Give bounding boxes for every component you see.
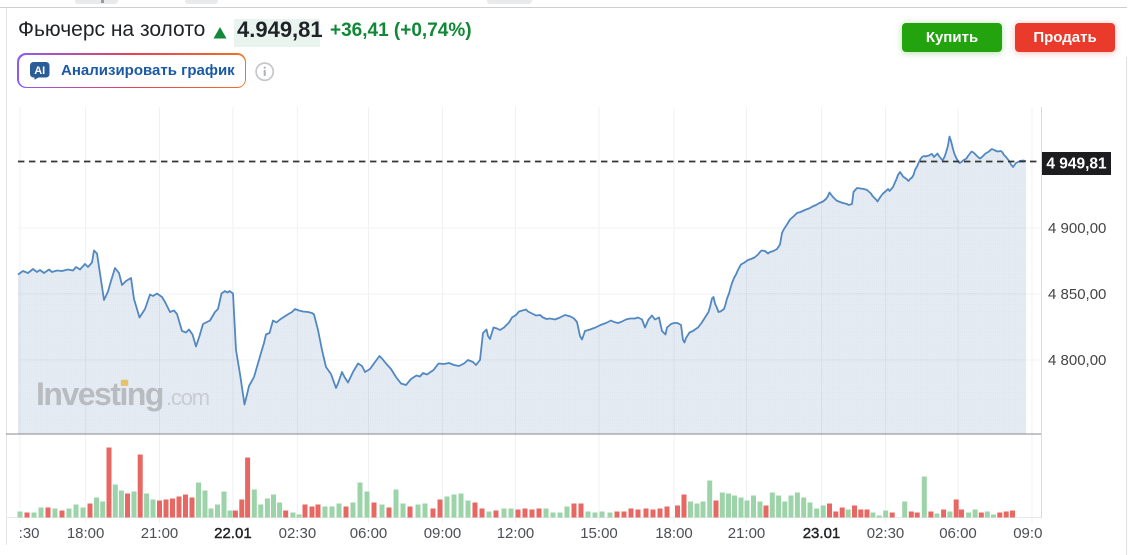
- svg-text:09:00: 09:00: [1013, 525, 1051, 542]
- svg-text:22.01: 22.01: [214, 525, 252, 542]
- svg-text:02:30: 02:30: [279, 525, 317, 542]
- svg-text:06:00: 06:00: [350, 525, 388, 542]
- svg-text:Investing: Investing: [36, 376, 163, 412]
- svg-text:02:30: 02:30: [867, 525, 905, 542]
- svg-text:06:00: 06:00: [939, 525, 977, 542]
- svg-text::30: :30: [19, 525, 40, 542]
- svg-text:18:00: 18:00: [655, 525, 693, 542]
- svg-text:AI: AI: [34, 65, 45, 77]
- svg-text:4 900,00: 4 900,00: [1048, 220, 1106, 237]
- svg-text:12:00: 12:00: [497, 525, 535, 542]
- svg-text:4 850,00: 4 850,00: [1048, 286, 1106, 303]
- svg-text:23.01: 23.01: [803, 525, 841, 542]
- svg-text:4 949,81: 4 949,81: [1046, 156, 1107, 173]
- svg-text:09:00: 09:00: [424, 525, 462, 542]
- svg-text:18:00: 18:00: [67, 525, 105, 542]
- svg-text:.com: .com: [166, 385, 209, 410]
- svg-text:4 800,00: 4 800,00: [1048, 352, 1106, 369]
- svg-text:21:00: 21:00: [728, 525, 766, 542]
- svg-text:15:00: 15:00: [580, 525, 618, 542]
- svg-text:21:00: 21:00: [141, 525, 179, 542]
